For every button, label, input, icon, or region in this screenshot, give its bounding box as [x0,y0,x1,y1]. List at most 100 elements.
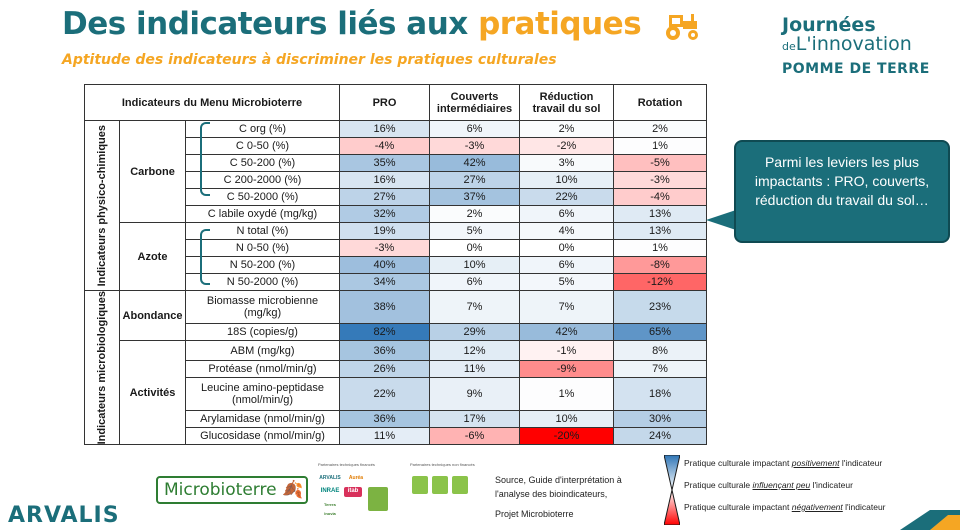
value-cell-rotation: 24% [613,427,708,446]
value-cell-rotation: 7% [613,360,708,379]
value-cell-couverts: 0% [429,239,521,257]
partner-logo-1 [412,476,428,494]
partner-logo-inrae: INRAE [320,488,340,494]
partner-logo-arvalis: ARVALIS [319,475,341,481]
brace-azote [200,229,210,285]
arvalis-logo: ARVALIS [8,503,120,528]
value-cell-couverts: -3% [429,137,521,155]
corner-decoration [900,510,960,530]
value-cell-pro: 38% [339,290,431,324]
value-cell-reduction: 10% [519,171,615,189]
source-line1: Source, Guide d'interprétation à l'analy… [495,475,622,499]
value-cell-pro: -3% [339,239,431,257]
table-row: N 0-50 (%) -3% 0% 0% 1% [85,239,708,257]
table-row: Azote N total (%) 19% 5% 4% 13% [85,222,708,291]
value-cell-rotation: -12% [613,273,708,291]
indicator-name: C org (%) [184,120,341,138]
partner-logo-3 [452,476,468,494]
brand-line3: POMME DE TERRE [782,61,930,77]
value-cell-rotation: -5% [613,154,708,172]
microbioterre-logo: Microbioterre 🍂 [156,476,308,504]
category-label: Indicateurs microbiologiques [96,291,108,445]
value-cell-couverts: 12% [429,339,521,362]
value-cell-pro: 36% [339,410,431,429]
value-cell-couverts: 7% [429,290,521,324]
value-cell-couverts: -6% [429,427,521,446]
table-row: Arylamidase (nmol/min/g) 36% 17% 10% 30% [85,410,708,429]
value-cell-rotation: 23% [613,290,708,324]
legend-row-neutral: Pratique culturale influençant peu l'ind… [684,480,853,490]
value-cell-pro: 26% [339,360,431,379]
value-cell-reduction: 42% [519,323,615,341]
value-cell-reduction: -9% [519,360,615,379]
partner-logo-itab: itab [344,487,362,497]
value-cell-pro: 16% [339,120,431,138]
indicator-name: 18S (copies/g) [184,323,341,341]
partners-nonfinanced-caption: Partenaires techniques non financés [410,462,475,467]
partners-financed-caption: Partenaires techniques financés [318,462,375,467]
value-cell-reduction: -1% [519,339,615,362]
table-row: N 50-2000 (%) 34% 6% 5% -12% [85,273,708,291]
value-cell-couverts: 6% [429,273,521,291]
value-cell-couverts: 6% [429,120,521,138]
value-cell-rotation: 13% [613,205,708,223]
value-cell-rotation: 30% [613,410,708,429]
indicator-name: C 200-2000 (%) [184,171,341,189]
value-cell-pro: 36% [339,339,431,362]
value-cell-rotation: -3% [613,171,708,189]
value-cell-rotation: 18% [613,377,708,412]
title-highlight: pratiques [478,6,642,42]
header-indicators: Indicateurs du Menu Microbioterre [83,84,341,121]
tractor-icon [666,13,699,40]
brand-logo: Journées deL'innovation POMME DE TERRE [782,14,932,77]
value-cell-pro: 22% [339,377,431,412]
value-cell-reduction: 6% [519,205,615,223]
legend-hourglass-icon [664,455,680,525]
group-label: Abondance [119,290,186,341]
value-cell-couverts: 29% [429,323,521,341]
partners-logos: Partenaires techniques financés Partenai… [318,462,493,518]
legend-row-negative: Pratique culturale impactant négativemen… [684,502,886,512]
group-label: Carbone [119,120,186,223]
value-cell-rotation: 13% [613,222,708,240]
indicator-name: ABM (mg/kg) [184,339,341,362]
partner-logo-terres-inovia: Terres Inovia [324,502,336,516]
callout-box: Parmi les leviers les plus impactants : … [734,140,950,243]
value-cell-rotation: 2% [613,120,708,138]
indicator-name: C 50-200 (%) [184,154,341,172]
value-cell-pro: 11% [339,427,431,446]
indicator-name: Arylamidase (nmol/min/g) [184,410,341,429]
value-cell-reduction: 6% [519,256,615,274]
value-cell-couverts: 5% [429,222,521,240]
value-cell-pro: 35% [339,154,431,172]
slide-title: Des indicateurs liés aux pratiques [62,6,703,42]
indicator-name: Biomasse microbienne (mg/kg) [184,290,341,324]
value-cell-reduction: 22% [519,188,615,206]
microbioterre-label: Microbioterre [164,480,277,500]
value-cell-rotation: 1% [613,137,708,155]
partner-logo-acta [368,487,388,511]
header-col-couverts: Couverts intermédiaires [429,84,521,121]
indicators-table: Indicateurs du Menu Microbioterre PRO Co… [83,84,708,446]
partner-logo-aurea: Auréa [348,475,364,481]
value-cell-couverts: 10% [429,256,521,274]
table-row: Glucosidase (nmol/min/g) 11% -6% -20% 24% [85,427,708,446]
brand-line2-prefix: de [782,40,796,53]
value-cell-pro: -4% [339,137,431,155]
value-cell-reduction: 0% [519,239,615,257]
value-cell-pro: 82% [339,323,431,341]
value-cell-couverts: 2% [429,205,521,223]
indicator-name: Protéase (nmol/min/g) [184,360,341,379]
indicator-name: N 50-200 (%) [184,256,341,274]
header-col-rotation: Rotation [613,84,708,121]
brace-carbone [200,122,210,196]
brand-line2: L'innovation [795,33,912,55]
value-cell-pro: 32% [339,205,431,223]
value-cell-couverts: 27% [429,171,521,189]
value-cell-rotation: 65% [613,323,708,341]
value-cell-reduction: 1% [519,377,615,412]
indicator-name: Glucosidase (nmol/min/g) [184,427,341,446]
table-row: Indicateurs physico-chimiques Carbone C or… [84,120,708,291]
brand-line1: Journées [782,14,876,36]
value-cell-pro: 40% [339,256,431,274]
